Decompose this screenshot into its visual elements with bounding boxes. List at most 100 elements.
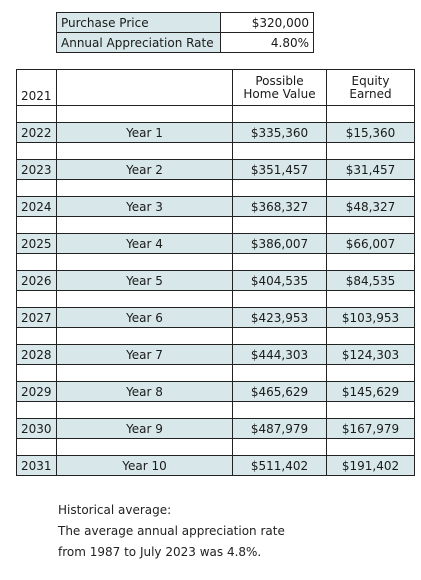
spacer-cell bbox=[326, 364, 415, 382]
year-cell: 2023 bbox=[16, 159, 57, 180]
header-blank-cell bbox=[56, 69, 233, 106]
equity-cell: $15,360 bbox=[326, 122, 415, 143]
header-home-value: Possible Home Value bbox=[232, 69, 327, 106]
table-row: 2026 Year 5 $404,535 $84,535 bbox=[16, 270, 415, 291]
spacer-cell bbox=[56, 327, 233, 345]
table-row: 2031 Year 10 $511,402 $191,402 bbox=[16, 455, 415, 476]
spacer-cell bbox=[326, 105, 415, 123]
spacer-cell bbox=[56, 290, 233, 308]
spacer-cell bbox=[56, 216, 233, 234]
appreciation-rate-label: Annual Appreciation Rate bbox=[56, 32, 221, 53]
period-cell: Year 3 bbox=[56, 196, 233, 217]
spacer-row bbox=[16, 327, 415, 345]
spacer-cell bbox=[16, 364, 57, 382]
spacer-cell bbox=[56, 179, 233, 197]
equity-cell: $66,007 bbox=[326, 233, 415, 254]
note-line2: from 1987 to July 2023 was 4.8%. bbox=[58, 545, 262, 559]
spacer-row bbox=[16, 401, 415, 419]
spacer-cell bbox=[56, 142, 233, 160]
spacer-cell bbox=[326, 401, 415, 419]
spacer-cell bbox=[232, 253, 327, 271]
spacer-cell bbox=[232, 179, 327, 197]
spacer-cell bbox=[16, 401, 57, 419]
spacer-cell bbox=[232, 216, 327, 234]
table-row: 2023 Year 2 $351,457 $31,457 bbox=[16, 159, 415, 180]
spacer-cell bbox=[16, 105, 57, 123]
year-cell: 2031 bbox=[16, 455, 57, 476]
table-row: 2030 Year 9 $487,979 $167,979 bbox=[16, 418, 415, 439]
period-cell: Year 10 bbox=[56, 455, 233, 476]
year-cell: 2024 bbox=[16, 196, 57, 217]
equity-cell: $84,535 bbox=[326, 270, 415, 291]
historical-note: Historical average: The average annual a… bbox=[58, 500, 398, 563]
table-row: 2029 Year 8 $465,629 $145,629 bbox=[16, 381, 415, 402]
spacer-row bbox=[16, 142, 415, 160]
purchase-price-label: Purchase Price bbox=[56, 12, 221, 33]
spacer-cell bbox=[232, 327, 327, 345]
spacer-row bbox=[16, 364, 415, 382]
appreciation-rate-value: 4.80% bbox=[220, 32, 314, 53]
home-value-cell: $386,007 bbox=[232, 233, 327, 254]
appreciation-rate-row: Annual Appreciation Rate 4.80% bbox=[56, 32, 314, 53]
home-value-cell: $335,360 bbox=[232, 122, 327, 143]
spacer-cell bbox=[326, 216, 415, 234]
period-cell: Year 5 bbox=[56, 270, 233, 291]
note-heading: Historical average: bbox=[58, 503, 172, 517]
spacer-cell bbox=[16, 327, 57, 345]
spacer-cell bbox=[16, 253, 57, 271]
header-equity: Equity Earned bbox=[326, 69, 415, 106]
header-row: 2021 Possible Home Value Equity Earned bbox=[16, 69, 415, 106]
spacer-cell bbox=[16, 179, 57, 197]
period-cell: Year 9 bbox=[56, 418, 233, 439]
spacer-cell bbox=[16, 142, 57, 160]
spacer-cell bbox=[326, 142, 415, 160]
spacer-cell bbox=[232, 105, 327, 123]
purchase-price-value: $320,000 bbox=[220, 12, 314, 33]
table-row: 2027 Year 6 $423,953 $103,953 bbox=[16, 307, 415, 328]
home-value-cell: $423,953 bbox=[232, 307, 327, 328]
period-cell: Year 2 bbox=[56, 159, 233, 180]
year-cell: 2029 bbox=[16, 381, 57, 402]
spacer-cell bbox=[56, 253, 233, 271]
table-row: 2022 Year 1 $335,360 $15,360 bbox=[16, 122, 415, 143]
table-row: 2025 Year 4 $386,007 $66,007 bbox=[16, 233, 415, 254]
header-equity-line2: Earned bbox=[349, 86, 392, 101]
spacer-cell bbox=[56, 401, 233, 419]
equity-cell: $124,303 bbox=[326, 344, 415, 365]
appreciation-table: 2021 Possible Home Value Equity Earned 2… bbox=[16, 69, 415, 476]
home-value-cell: $404,535 bbox=[232, 270, 327, 291]
period-cell: Year 4 bbox=[56, 233, 233, 254]
equity-cell: $103,953 bbox=[326, 307, 415, 328]
spacer-cell bbox=[16, 290, 57, 308]
year-cell: 2030 bbox=[16, 418, 57, 439]
table-row: 2028 Year 7 $444,303 $124,303 bbox=[16, 344, 415, 365]
spacer-cell bbox=[232, 401, 327, 419]
spacer-cell bbox=[326, 253, 415, 271]
spacer-row bbox=[16, 438, 415, 456]
purchase-price-row: Purchase Price $320,000 bbox=[56, 12, 314, 33]
year-cell: 2025 bbox=[16, 233, 57, 254]
spacer-cell bbox=[56, 364, 233, 382]
spacer-cell bbox=[56, 105, 233, 123]
year-cell: 2028 bbox=[16, 344, 57, 365]
spacer-row bbox=[16, 253, 415, 271]
summary-table: Purchase Price $320,000 Annual Appreciat… bbox=[56, 12, 314, 53]
home-value-cell: $444,303 bbox=[232, 344, 327, 365]
spacer-cell bbox=[16, 216, 57, 234]
spacer-cell bbox=[232, 142, 327, 160]
year-cell: 2027 bbox=[16, 307, 57, 328]
home-value-cell: $487,979 bbox=[232, 418, 327, 439]
equity-cell: $48,327 bbox=[326, 196, 415, 217]
spacer-cell bbox=[232, 438, 327, 456]
header-equity-line1: Equity bbox=[351, 73, 390, 88]
spacer-cell bbox=[56, 438, 233, 456]
year-cell: 2022 bbox=[16, 122, 57, 143]
spacer-row bbox=[16, 216, 415, 234]
equity-cell: $31,457 bbox=[326, 159, 415, 180]
equity-cell: $191,402 bbox=[326, 455, 415, 476]
spacer-cell bbox=[326, 179, 415, 197]
period-cell: Year 6 bbox=[56, 307, 233, 328]
home-value-cell: $351,457 bbox=[232, 159, 327, 180]
home-value-cell: $465,629 bbox=[232, 381, 327, 402]
spacer-cell bbox=[232, 364, 327, 382]
